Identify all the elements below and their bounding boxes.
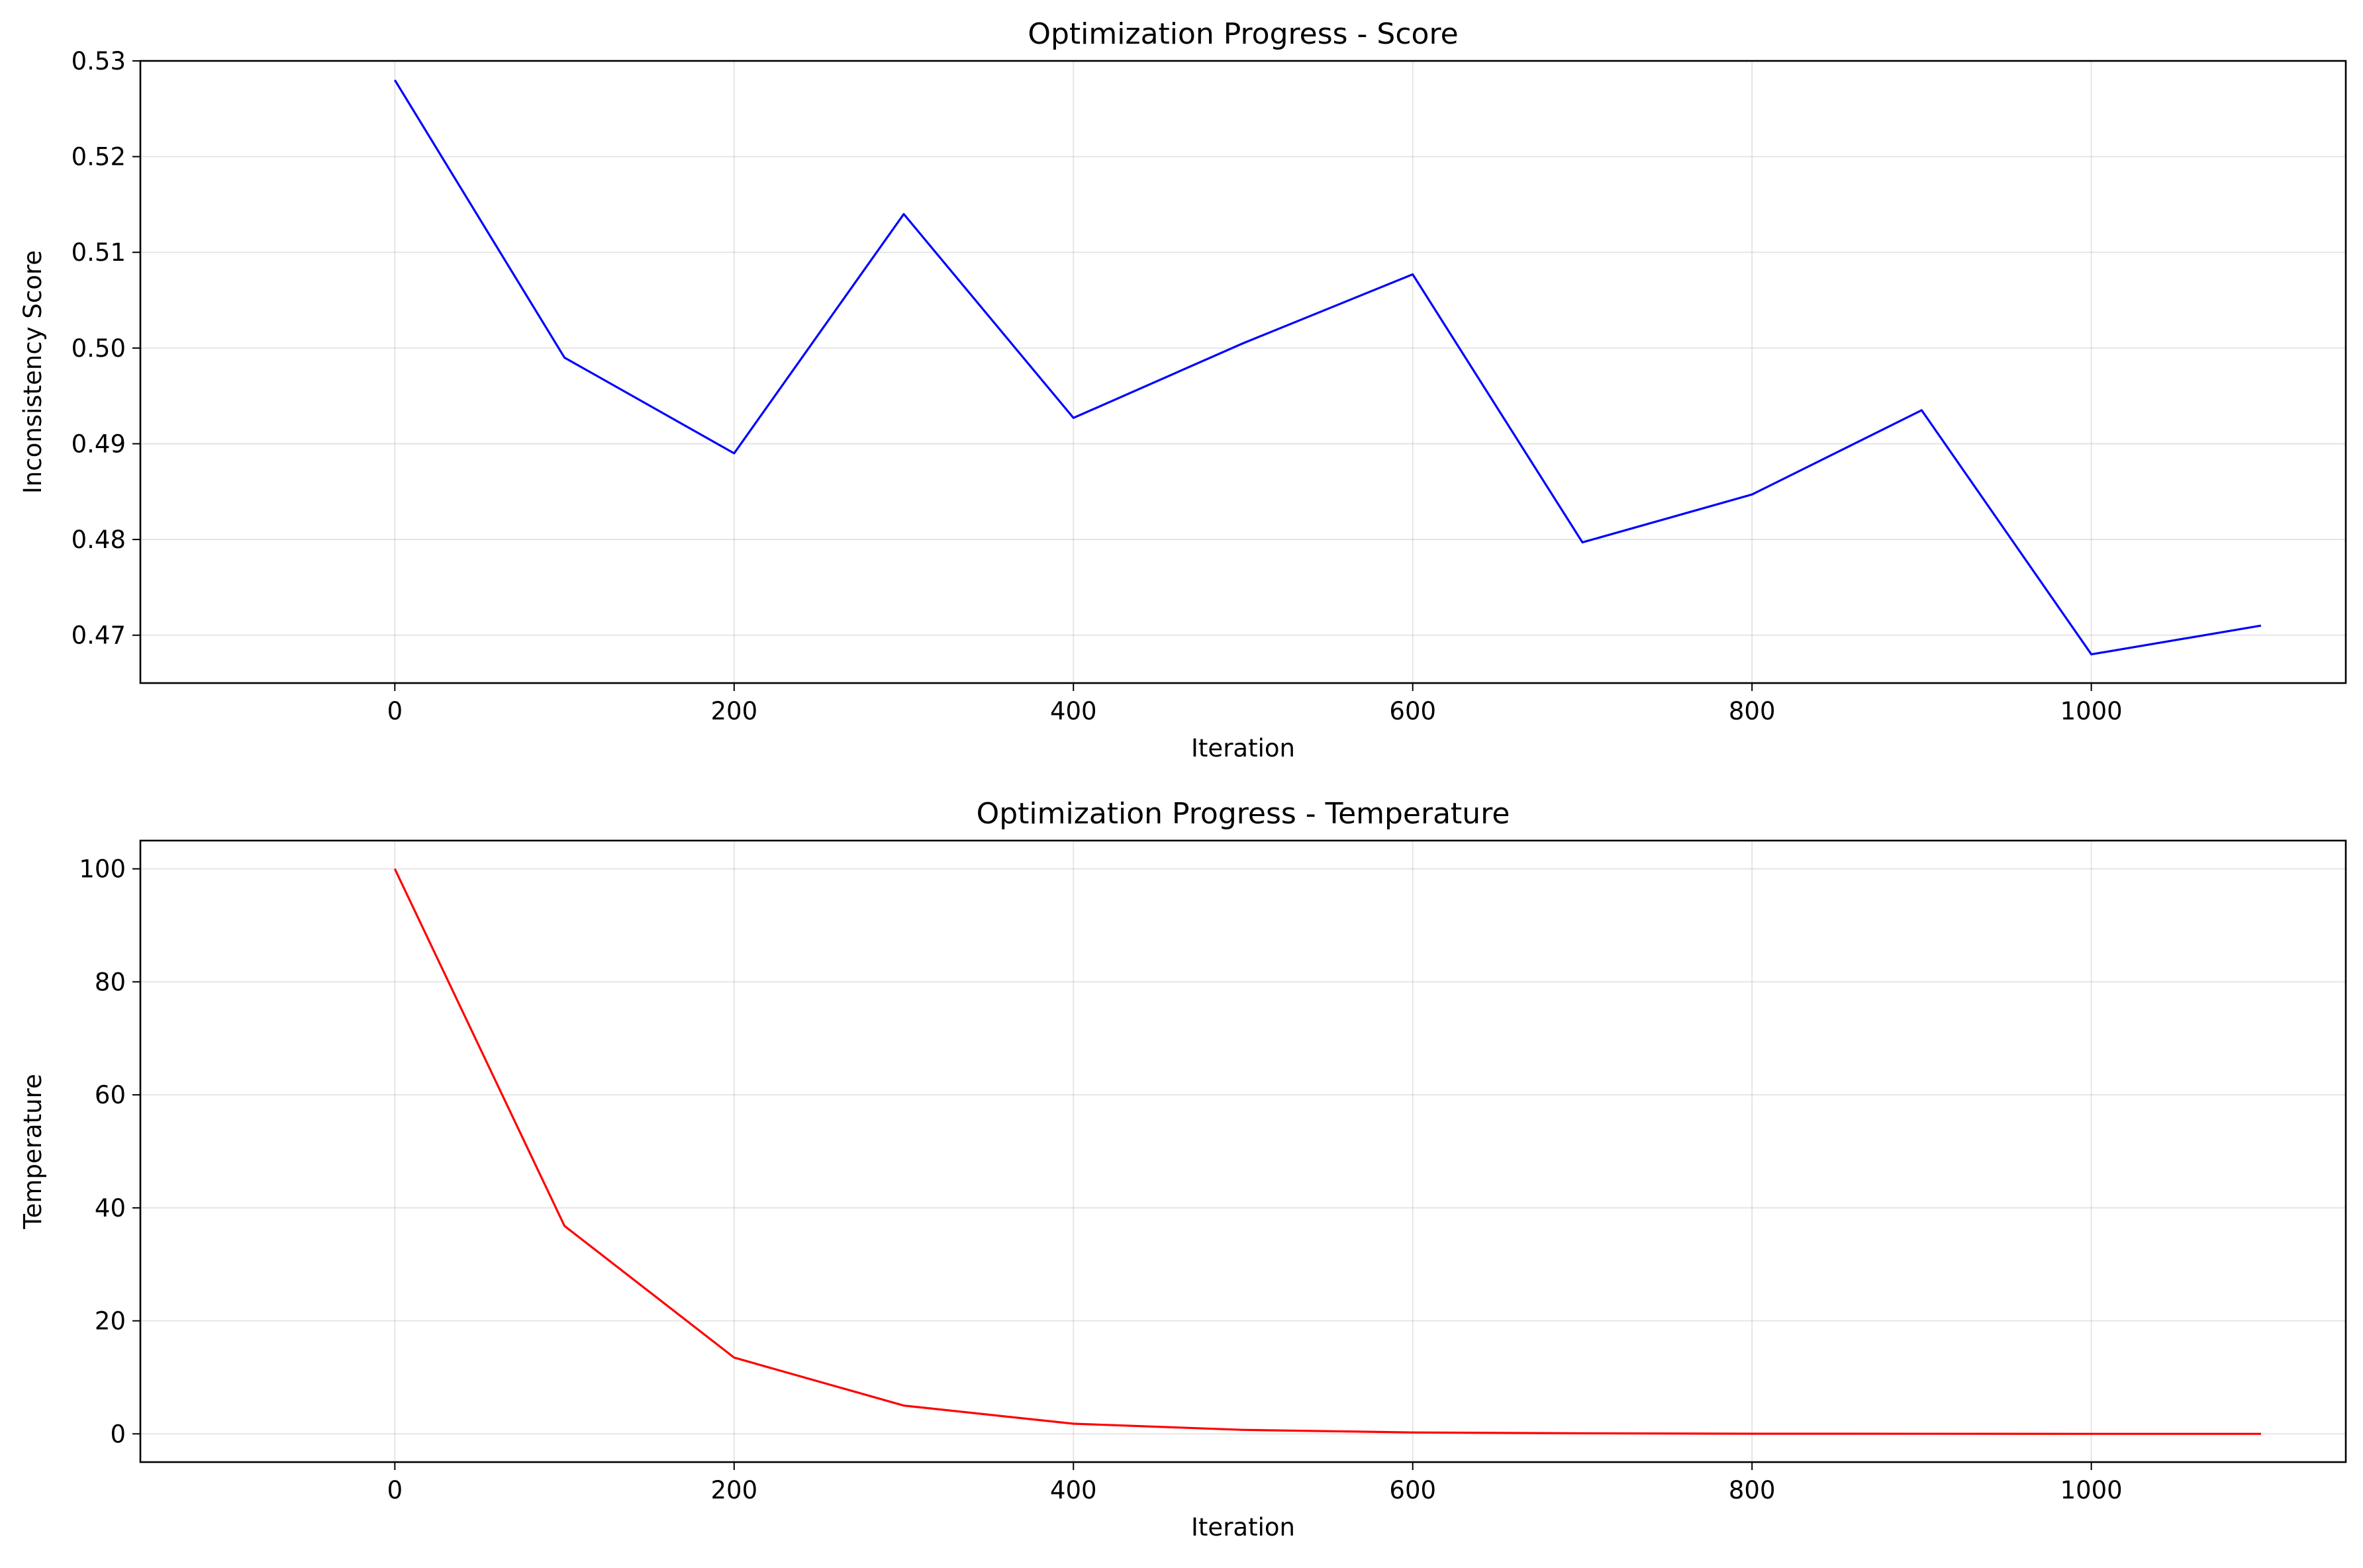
chart-panel-1: 0 200 400 600 800 1000 0.47 0.48 0.49 0.50 0.51 0.5… <box>19 17 2347 762</box>
chart-title: Optimization Progress - Temperature <box>977 797 1510 831</box>
y-tick-label: 0.49 <box>72 430 126 458</box>
y-tick-label: 0.52 <box>72 143 126 171</box>
x-tick-label: 200 <box>710 697 757 725</box>
series-line <box>393 868 2261 1435</box>
y-axis-label: Inconsistency Score <box>19 250 47 494</box>
plot-frame <box>139 839 2347 1463</box>
y-tick-label: 0.51 <box>72 238 126 267</box>
y-tick-label: 60 <box>95 1081 126 1109</box>
x-tick-label: 1000 <box>2060 1476 2123 1504</box>
series-line <box>393 79 2262 656</box>
x-axis-label: Iteration <box>1191 734 1295 762</box>
y-tick-label: 0.47 <box>72 622 126 650</box>
x-tick-label: 800 <box>1729 697 1776 725</box>
x-tick-label: 800 <box>1729 1476 1776 1504</box>
y-axis-label: Temperature <box>19 1074 47 1229</box>
x-tick-label: 400 <box>1050 1476 1097 1504</box>
y-tick-label: 20 <box>95 1307 126 1336</box>
x-tick-label: 400 <box>1050 697 1097 725</box>
chart-title: Optimization Progress - Score <box>1028 17 1458 51</box>
x-tick-label: 0 <box>387 1476 403 1504</box>
x-axis-label: Iteration <box>1191 1513 1295 1542</box>
x-tick-label: 600 <box>1389 697 1436 725</box>
y-tick-label: 0.48 <box>72 526 126 554</box>
chart-panel-2: 0 200 400 600 800 1000 0 20 40 60 80 100 Optimizatio… <box>19 797 2347 1542</box>
y-tick-label: 80 <box>95 968 126 996</box>
y-tick-label: 40 <box>95 1194 126 1222</box>
y-tick-label: 0.50 <box>72 334 126 363</box>
y-tick-label: 0.53 <box>72 47 126 75</box>
x-tick-label: 0 <box>387 697 403 725</box>
x-tick-label: 200 <box>710 1476 757 1504</box>
y-tick-label: 0 <box>110 1420 126 1448</box>
plot-frame <box>139 60 2347 684</box>
y-tick-label: 100 <box>79 855 126 884</box>
x-tick-label: 1000 <box>2060 697 2123 725</box>
x-tick-label: 600 <box>1389 1476 1436 1504</box>
